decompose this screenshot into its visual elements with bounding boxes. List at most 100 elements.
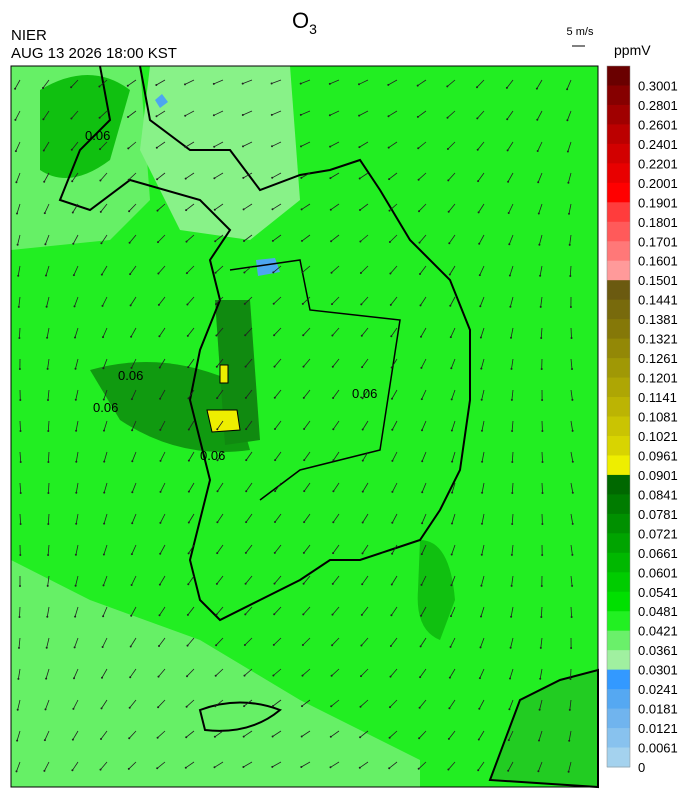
wind-arrow-head: [46, 647, 48, 649]
wind-arrow-head: [303, 552, 305, 554]
wind-arrow-head: [329, 114, 331, 116]
wind-arrow-head: [214, 736, 216, 738]
wind-arrow-head: [420, 615, 422, 617]
colorbar-cell: [607, 85, 630, 105]
wind-arrow-head: [274, 459, 276, 461]
wind-arrow-head: [188, 460, 190, 462]
wind-arrow-head: [511, 492, 513, 494]
wind-arrow-head: [571, 585, 573, 587]
wind-arrow-head: [358, 115, 360, 117]
wind-arrow-head: [101, 274, 103, 276]
wind-arrow-head: [390, 335, 392, 337]
wind-arrow-head: [540, 337, 542, 339]
wind-arrow-head: [511, 554, 513, 556]
wind-arrow-head: [157, 273, 159, 275]
wind-arrow-head: [449, 677, 451, 679]
wind-arrow-head: [417, 116, 419, 118]
wind-arrow-head: [46, 306, 48, 308]
colorbar-cell: [607, 553, 630, 573]
wind-arrow-head: [213, 114, 215, 116]
wind-arrow-head: [446, 85, 448, 87]
wind-arrow-head: [331, 303, 333, 305]
wind-arrow-head: [332, 490, 334, 492]
wind-arrow-head: [184, 83, 186, 85]
wind-arrow-head: [185, 767, 187, 769]
wind-arrow-head: [99, 148, 101, 150]
wind-arrow-head: [217, 490, 219, 492]
wind-arrow-head: [332, 397, 334, 399]
colorbar-label: 0.0601: [638, 565, 678, 580]
colorbar-cell: [607, 397, 630, 417]
colorbar-cell: [607, 66, 630, 86]
wind-arrow-head: [511, 585, 513, 587]
wind-arrow-head: [451, 523, 453, 525]
wind-arrow-head: [572, 430, 574, 432]
wind-arrow-head: [271, 177, 273, 179]
wind-arrow-head: [216, 428, 218, 430]
colorbar-label: 0.1801: [638, 215, 678, 230]
wind-arrow-head: [542, 461, 544, 463]
wind-arrow-head: [479, 274, 481, 276]
wind-arrow-head: [391, 367, 393, 369]
wind-arrow-head: [71, 149, 73, 151]
wind-arrow-head: [156, 178, 158, 180]
wind-arrow-head: [43, 150, 45, 152]
wind-arrow-head: [42, 87, 44, 89]
wind-arrow-head: [272, 208, 274, 210]
wind-arrow-head: [74, 616, 76, 618]
colorbar-cell: [607, 533, 630, 553]
wind-arrow-head: [537, 770, 539, 772]
colorbar-cell: [607, 631, 630, 651]
wind-arrow-head: [389, 273, 391, 275]
wind-arrow-head: [390, 304, 392, 306]
wind-arrow-head: [359, 767, 361, 769]
wind-arrow-head: [331, 644, 333, 646]
wind-arrow-head: [44, 739, 46, 741]
wind-arrow-head: [18, 306, 20, 308]
wind-arrow-head: [447, 179, 449, 181]
wind-arrow-head: [216, 552, 218, 554]
wind-arrow-head: [72, 739, 74, 741]
wind-arrow-head: [102, 367, 104, 369]
wind-arrow-head: [74, 305, 76, 307]
wind-arrow-head: [508, 708, 510, 710]
wind-arrow-head: [44, 243, 46, 245]
wind-arrow-head: [480, 585, 482, 587]
wind-arrow-head: [156, 767, 158, 769]
wind-arrow-head: [390, 645, 392, 647]
wind-arrow-head: [158, 335, 160, 337]
colorbar-label: 0.0421: [638, 624, 678, 639]
wind-arrow-head: [571, 368, 573, 370]
wind-arrow-head: [300, 145, 302, 147]
wind-arrow-head: [185, 736, 187, 738]
wind-arrow-head: [537, 150, 539, 152]
wind-arrow-head: [245, 583, 247, 585]
wind-arrow-head: [301, 736, 303, 738]
colorbar-label: 0.1501: [638, 273, 678, 288]
wind-arrow-head: [16, 213, 18, 215]
wind-arrow-head: [72, 708, 74, 710]
wind-arrow-head: [359, 209, 361, 211]
wind-arrow-head: [103, 461, 105, 463]
wind-arrow-head: [572, 523, 574, 525]
colorbar-label: 0.0181: [638, 702, 678, 717]
colorbar-label: 0.0301: [638, 663, 678, 678]
wind-arrow-head: [186, 706, 188, 708]
colorbar-cell: [607, 514, 630, 534]
colorbar-label: 0.0541: [638, 585, 678, 600]
colorbar-cell: [607, 650, 630, 670]
wind-arrow-head: [329, 146, 331, 148]
wind-arrow-head: [301, 271, 303, 273]
wind-arrow: [542, 483, 543, 493]
colorbar-cell: [607, 300, 630, 320]
wind-arrow-head: [130, 646, 132, 648]
wind-arrow-head: [421, 584, 423, 586]
wind-arrow-head: [303, 366, 305, 368]
wind-arrow-head: [245, 366, 247, 368]
colorbar-cell: [607, 261, 630, 281]
wind-arrow-head: [536, 88, 538, 90]
wind-arrow-head: [20, 430, 22, 432]
wind-arrow-head: [101, 707, 103, 709]
wind-arrow-head: [75, 461, 77, 463]
